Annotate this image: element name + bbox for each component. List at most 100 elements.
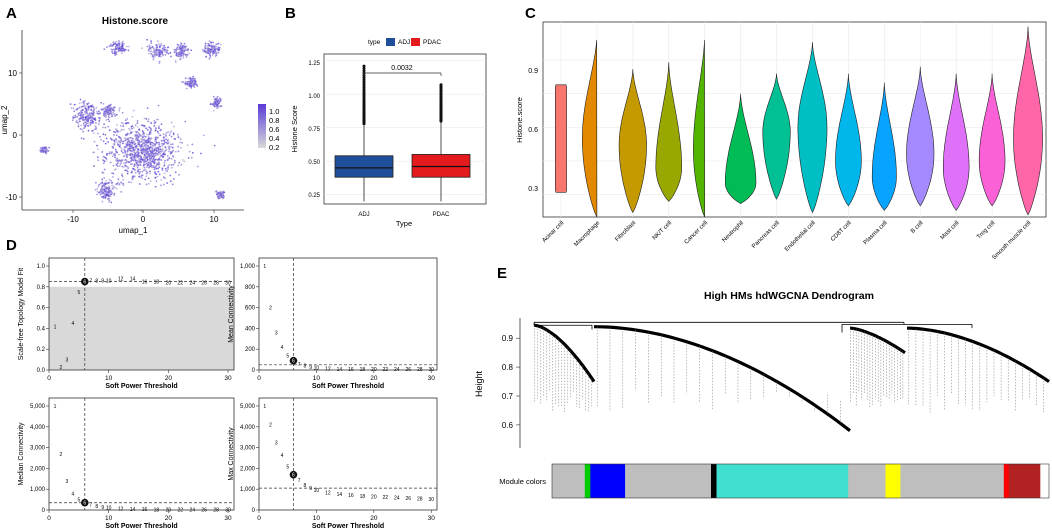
umap-cell-point — [213, 144, 216, 147]
power-label: 26 — [406, 496, 412, 502]
umap-y-tick: -10 — [5, 193, 17, 202]
umap-cell-point — [160, 123, 163, 125]
umap-cell-point — [78, 120, 81, 123]
umap-cell-point — [161, 167, 164, 170]
violin-endothelial-cell — [797, 42, 828, 214]
umap-cell-point — [135, 155, 138, 158]
umap-cell-point — [127, 167, 130, 170]
umap-cell-point — [101, 109, 104, 111]
umap-cell-point — [84, 125, 86, 128]
umap-cell-point — [131, 171, 133, 174]
umap-cell-point — [112, 111, 114, 114]
umap-cell-point — [146, 107, 149, 109]
umap-cell-point — [133, 151, 136, 154]
violin-x-tick: CD8T cell — [830, 220, 853, 243]
umap-cell-point — [128, 132, 131, 135]
soft-power-y-tick: 1.0 — [37, 264, 46, 270]
box-legend-pdac: PDAC — [423, 39, 441, 46]
module-color-segment — [1003, 464, 1010, 498]
module-color-segment — [716, 464, 849, 498]
box-y-tick: 0.25 — [308, 193, 320, 199]
umap-cell-point — [126, 150, 129, 153]
umap-cell-point — [83, 127, 85, 130]
soft-power-y-tick: 0 — [252, 368, 256, 374]
power-label: 9 — [101, 279, 104, 285]
umap-cell-point — [204, 51, 207, 54]
umap-cell-point — [160, 139, 163, 142]
umap-cell-point — [157, 132, 160, 135]
umap-cell-point — [201, 48, 204, 51]
umap-cell-point — [96, 110, 98, 113]
umap-cell-point — [131, 141, 134, 144]
dendrogram-y-tick: 0.6 — [502, 421, 514, 430]
umap-cell-point — [118, 145, 121, 148]
soft-power-y-tick: 1,000 — [30, 487, 46, 493]
soft-power-y-tick: 0 — [252, 508, 256, 514]
umap-cell-point — [130, 181, 133, 184]
umap-cell-point — [192, 82, 195, 85]
umap-cell-point — [85, 107, 87, 110]
umap-cell-point — [48, 146, 51, 149]
umap-cell-point — [191, 80, 194, 82]
umap-cell-point — [132, 159, 135, 162]
umap-cell-point — [154, 176, 157, 179]
umap-cell-point — [118, 153, 120, 156]
soft-power-x-label: Soft Power Threshold — [312, 383, 384, 390]
box-outlier — [362, 82, 366, 86]
umap-cell-point — [133, 143, 136, 146]
umap-cell-point — [136, 166, 139, 169]
umap-cell-point — [112, 164, 115, 167]
umap-cell-point — [130, 156, 133, 159]
umap-cell-point — [86, 118, 89, 121]
power-label: 3 — [275, 440, 278, 446]
umap-cell-point — [196, 165, 199, 168]
umap-cell-point — [119, 144, 122, 146]
umap-cell-point — [155, 167, 158, 170]
umap-cell-point — [220, 43, 222, 46]
umap-cell-point — [216, 99, 219, 102]
umap-cell-point — [213, 109, 215, 112]
umap-cell-point — [214, 50, 217, 52]
umap-cell-point — [218, 195, 221, 198]
soft-power-y-tick: 0 — [42, 508, 46, 514]
violin-x-tick: Fibroblast — [614, 220, 637, 243]
umap-cell-point — [170, 157, 173, 160]
power-label: 14 — [337, 492, 343, 498]
power-label: 30 — [428, 497, 434, 503]
dendrogram-y-ticks: 0.9 0.8 0.7 0.6 — [502, 334, 520, 430]
box-outlier — [362, 69, 366, 73]
umap-cell-point — [117, 140, 120, 142]
umap-cell-point — [136, 139, 139, 142]
umap-cell-point — [195, 83, 198, 86]
violin-x-tick: Treg cell — [976, 220, 996, 240]
umap-cell-point — [184, 80, 187, 83]
umap-cell-point — [183, 160, 186, 163]
umap-cell-point — [97, 159, 100, 162]
umap-cell-point — [115, 40, 117, 43]
umap-cell-point — [125, 165, 127, 168]
dendrogram-y-label: Height — [474, 370, 484, 397]
umap-cell-point — [105, 182, 108, 185]
umap-cell-point — [114, 52, 116, 55]
umap-cell-point — [141, 138, 144, 141]
umap-cell-point — [127, 49, 130, 52]
umap-cell-point — [117, 130, 119, 133]
dendrogram-title: High HMs hdWGCNA Dendrogram — [704, 290, 874, 302]
umap-cell-point — [86, 103, 89, 106]
umap-cell-point — [145, 173, 148, 175]
umap-cell-point — [82, 138, 85, 140]
umap-cell-point — [103, 186, 106, 189]
umap-cell-point — [214, 55, 217, 58]
umap-cell-point — [101, 191, 104, 194]
umap-cell-point — [178, 174, 180, 176]
umap-cell-point — [204, 42, 207, 45]
umap-cell-point — [106, 191, 109, 194]
umap-cell-point — [216, 97, 218, 100]
umap-cell-point — [122, 40, 124, 43]
soft-power-x-label: Soft Power Threshold — [105, 383, 177, 390]
umap-cell-point — [150, 122, 153, 124]
umap-cell-point — [104, 133, 107, 136]
umap-cell-point — [173, 178, 175, 180]
umap-cell-point — [154, 172, 157, 175]
umap-cell-point — [154, 154, 157, 157]
